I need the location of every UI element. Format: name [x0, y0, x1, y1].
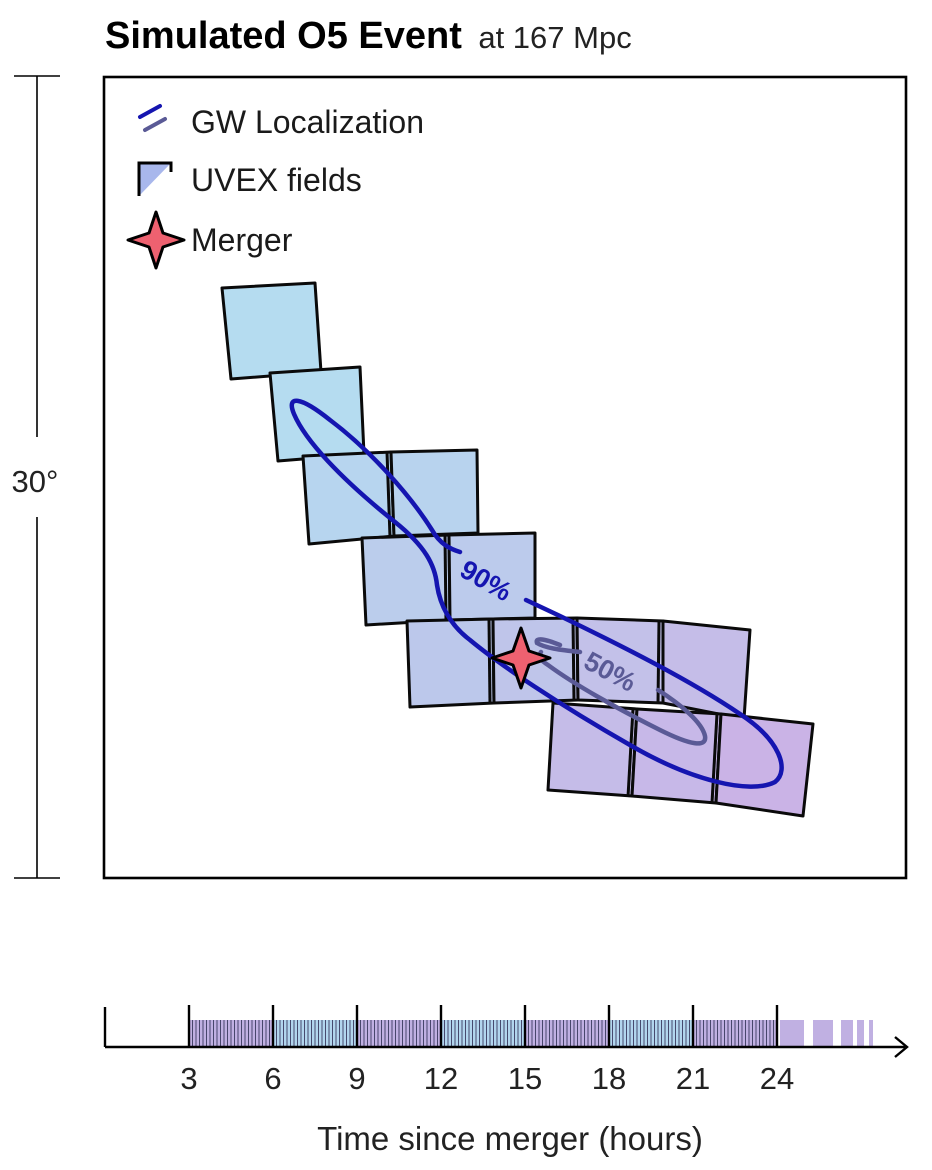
timeline-ticks: 3 6 9 12 15 18 21 24: [180, 1005, 794, 1096]
timeline-tick-label: 24: [760, 1061, 794, 1096]
observation-block: [869, 1020, 873, 1047]
uvex-field: [220, 281, 323, 381]
timeline-xlabel: Time since merger (hours): [317, 1120, 703, 1157]
title-sub: at 167 Mpc: [478, 20, 631, 55]
figure-title: Simulated O5 Event at 167 Mpc: [105, 15, 632, 57]
timeline-tick-label: 18: [592, 1061, 626, 1096]
observation-block: [857, 1020, 864, 1047]
merger-star-icon: [490, 626, 552, 690]
observation-tail: [780, 1020, 873, 1047]
timeline-tick-label: 12: [424, 1061, 458, 1096]
field-seam: [626, 708, 635, 798]
timeline-tick-label: 6: [264, 1061, 281, 1096]
observation-block: [780, 1020, 804, 1047]
legend: GW Localization UVEX fields Merger: [126, 104, 424, 270]
contour-lines-icon: [138, 104, 167, 132]
scale-bar-label: 30°: [12, 464, 59, 499]
field-seam: [487, 619, 492, 705]
observation-block: [841, 1020, 853, 1047]
timeline: 3 6 9 12 15 18 21 24 Time since merger (hours): [103, 1005, 909, 1157]
legend-item-fields: UVEX fields: [137, 161, 362, 198]
four-point-star-icon: [126, 210, 186, 270]
uvex-field: [546, 701, 639, 798]
legend-label-fields: UVEX fields: [191, 162, 362, 198]
title-main: Simulated O5 Event: [105, 15, 462, 57]
timeline-tick-label: 15: [508, 1061, 542, 1096]
legend-item-merger: Merger: [126, 210, 293, 270]
field-seam: [710, 713, 719, 804]
timeline-tick-label: 9: [348, 1061, 365, 1096]
legend-label-gw: GW Localization: [191, 104, 424, 140]
timeline-tick-label: 3: [180, 1061, 197, 1096]
timeline-tick-label: 21: [676, 1061, 710, 1096]
field-tile-icon: [137, 161, 173, 196]
timeline-arrow-icon: [894, 1036, 909, 1058]
uvex-fields: [220, 281, 815, 818]
uvex-field: [405, 617, 496, 709]
scale-bar: 30°: [12, 75, 60, 879]
observation-blocks: [189, 1020, 777, 1047]
uvex-field: [714, 712, 815, 818]
field-seam: [385, 451, 392, 538]
contour-50-percent: [534, 637, 708, 746]
contour-90-percent: [289, 398, 784, 789]
legend-item-gw: GW Localization: [138, 104, 424, 140]
field-seam: [443, 535, 448, 622]
field-seam: [571, 618, 576, 702]
legend-label-merger: Merger: [191, 222, 293, 258]
observation-block: [813, 1020, 833, 1047]
